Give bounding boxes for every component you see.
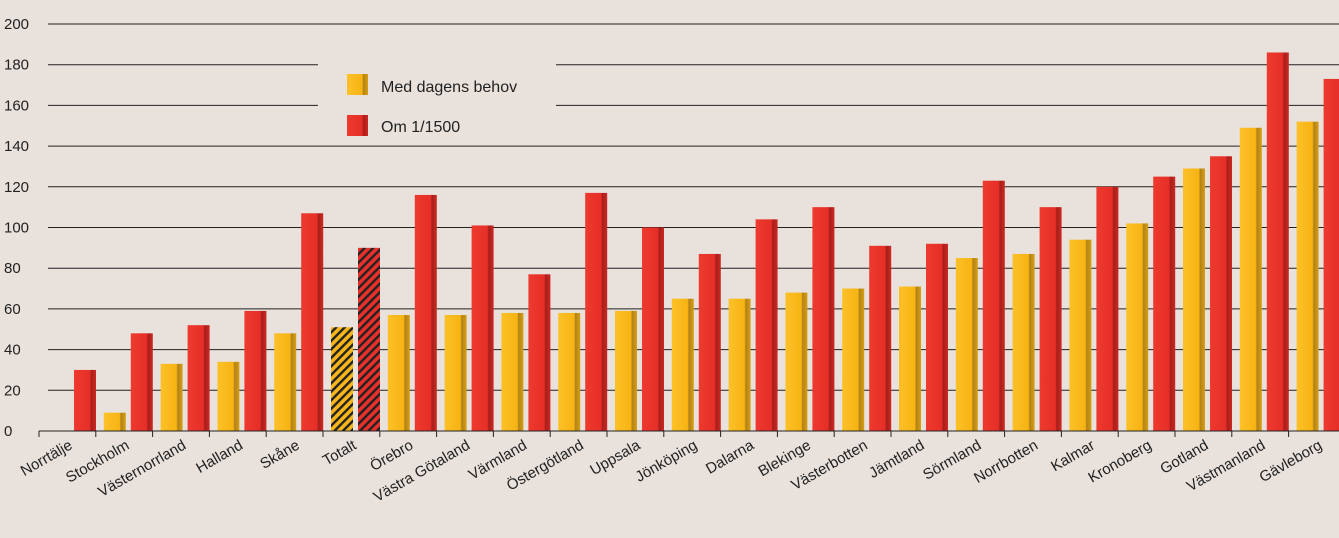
bar-med-dagens-behov — [217, 361, 240, 431]
y-tick-label: 140 — [4, 138, 29, 155]
bar-om-1-1500 — [869, 245, 892, 431]
bar-med-dagens-behov — [103, 412, 126, 431]
bar-med-dagens-behov — [1239, 127, 1262, 431]
y-tick-label: 200 — [4, 16, 29, 33]
bar-med-dagens-behov — [274, 333, 297, 431]
bar-med-dagens-behov — [955, 258, 978, 431]
legend: Med dagens behov Om 1/1500 — [318, 64, 556, 144]
bar-om-1-1500 — [471, 225, 494, 431]
bar-med-dagens-behov — [842, 288, 865, 431]
x-tick-label: Jämtland — [866, 437, 927, 482]
bar-om-1-1500 — [1153, 176, 1176, 431]
y-tick-label: 120 — [4, 179, 29, 196]
bar-om-1-1500 — [1096, 186, 1119, 431]
x-tick-label: Gävleborg — [1257, 437, 1325, 486]
bar-med-dagens-behov — [728, 298, 751, 431]
y-tick-label: 0 — [4, 423, 12, 440]
x-tick-label: Jönköping — [632, 437, 700, 486]
bar-om-1-1500 — [698, 253, 721, 431]
y-tick-label: 80 — [4, 260, 21, 277]
y-axis: 0 20 40 60 80 100 120 140 160 180 200 — [4, 16, 29, 440]
x-tick-label: Totalt — [320, 436, 360, 469]
bar-om-1-1500 — [982, 180, 1005, 431]
bar-om-1-1500 — [187, 325, 210, 431]
bars — [74, 52, 1339, 432]
x-tick-label: Kronoberg — [1085, 437, 1154, 487]
bar-om-1-1500 — [130, 333, 153, 431]
bar-med-dagens-behov — [160, 363, 183, 431]
legend-label-om-1-1500: Om 1/1500 — [381, 119, 460, 136]
bar-med-dagens-behov — [785, 292, 808, 431]
bar-om-1-1500 — [1323, 78, 1339, 431]
bar-med-dagens-behov — [1012, 253, 1035, 431]
bar-med-dagens-behov — [1069, 239, 1092, 431]
x-tick-label: Västra Götaland — [371, 437, 473, 506]
bar-med-dagens-behov — [1183, 168, 1205, 432]
bar-med-dagens-behov — [558, 312, 581, 431]
bar-om-1-1500 — [642, 227, 664, 431]
bar-om-1-1500 — [414, 194, 437, 431]
legend-swatch-red — [347, 115, 368, 136]
bar-om-1-1500 — [74, 369, 96, 431]
x-tick-label: Norrbotten — [971, 437, 1041, 487]
y-tick-label: 180 — [4, 57, 29, 74]
bar-om-1-1500 — [1266, 52, 1289, 432]
y-tick-label: 60 — [4, 301, 21, 318]
bar-om-1-1500 — [358, 247, 380, 431]
x-tick-label: Halland — [193, 437, 246, 477]
bar-med-dagens-behov — [671, 298, 694, 431]
y-tick-label: 100 — [4, 220, 29, 237]
bar-med-dagens-behov — [615, 310, 637, 431]
y-tick-label: 160 — [4, 97, 29, 114]
bar-om-1-1500 — [528, 274, 551, 431]
x-tick-label: Dalarna — [703, 436, 758, 477]
legend-swatch-yellow — [347, 74, 368, 95]
bar-om-1-1500 — [1039, 207, 1062, 431]
legend-label-med-dagens-behov: Med dagens behov — [381, 79, 517, 96]
bar-om-1-1500 — [926, 243, 948, 431]
x-tick-label: Skåne — [257, 437, 302, 473]
bar-med-dagens-behov — [501, 312, 524, 431]
bar-med-dagens-behov — [1126, 223, 1149, 431]
bar-om-1-1500 — [301, 213, 324, 431]
bar-om-1-1500 — [812, 207, 835, 431]
bar-med-dagens-behov — [444, 315, 467, 431]
bar-om-1-1500 — [755, 219, 778, 431]
bar-med-dagens-behov — [331, 327, 353, 431]
y-tick-label: 20 — [4, 382, 21, 399]
bar-om-1-1500 — [1210, 156, 1232, 431]
bar-med-dagens-behov — [387, 315, 410, 431]
bar-om-1-1500 — [244, 310, 267, 431]
bar-med-dagens-behov — [899, 286, 921, 431]
bar-om-1-1500 — [585, 192, 608, 431]
y-tick-label: 40 — [4, 342, 21, 359]
bar-med-dagens-behov — [1296, 121, 1319, 432]
